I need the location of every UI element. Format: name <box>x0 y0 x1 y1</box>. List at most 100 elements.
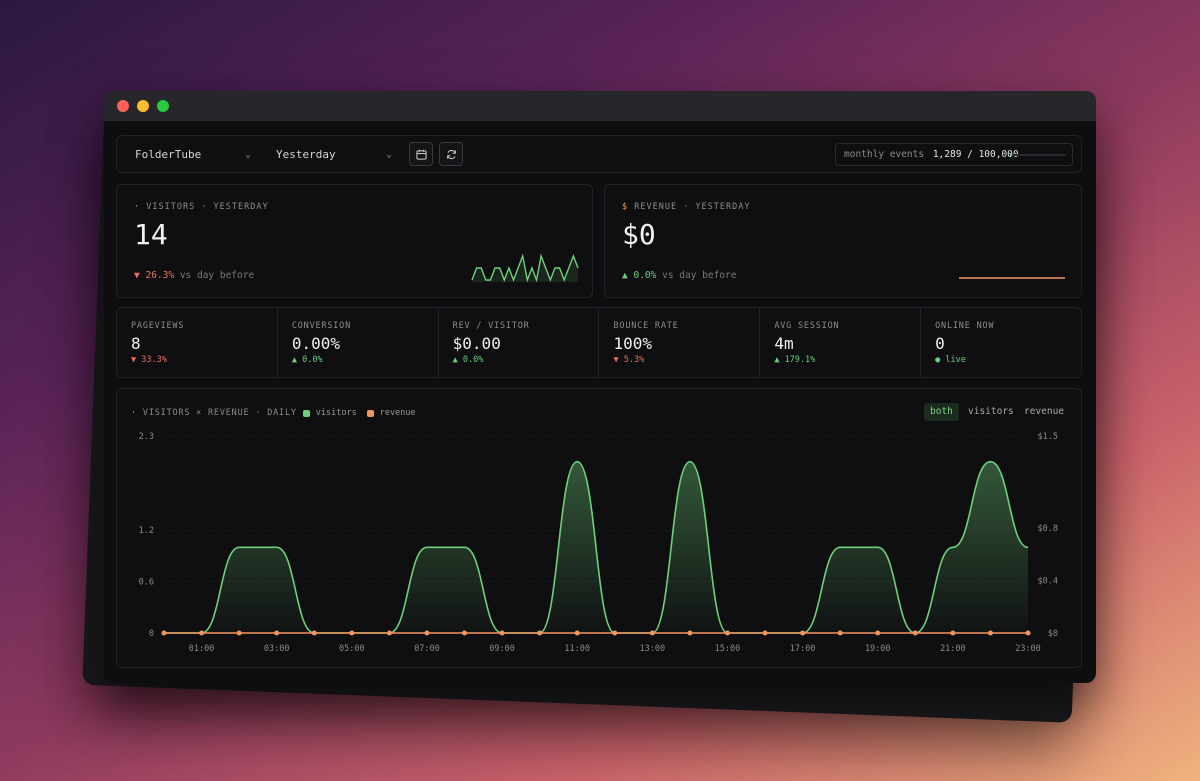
chart-header: · VISITORS × REVENUE · DAILY visitors re… <box>131 408 416 418</box>
metric-delta-value: 0.0% <box>462 355 484 365</box>
chart-panel: · VISITORS × REVENUE · DAILY visitors re… <box>116 388 1082 668</box>
revenue-point <box>574 630 580 636</box>
metric-delta-value: 5.3% <box>623 355 645 365</box>
x-tick-label: 21:00 <box>940 644 966 654</box>
revenue-point <box>274 630 280 636</box>
metric-value: 0 <box>935 334 945 353</box>
live-dot-icon: ● <box>935 355 946 365</box>
revenue-point <box>236 630 242 636</box>
x-tick-label: 19:00 <box>865 644 891 654</box>
toggle-visitors[interactable]: visitors <box>968 406 1014 417</box>
revenue-point <box>424 630 430 636</box>
revenue-point <box>386 630 392 636</box>
metric-bounce-rate: BOUNCE RATE 100% ▼ 5.3% <box>599 308 761 377</box>
revenue-point <box>875 630 881 636</box>
bullet-icon: · <box>131 408 137 418</box>
x-tick-label: 13:00 <box>640 644 666 654</box>
legend-visitors-swatch <box>302 409 310 417</box>
quota-value: 1,289 / 100,000 <box>932 149 1019 160</box>
sparkline-line <box>471 253 579 283</box>
x-tick-label: 23:00 <box>1015 644 1041 654</box>
project-select[interactable]: FolderTube ⌄ <box>123 142 261 168</box>
date-range-select[interactable]: Yesterday ⌄ <box>264 142 402 168</box>
minimize-window-button[interactable] <box>137 100 149 112</box>
triangle-up-icon: ▲ <box>452 355 463 365</box>
visitors-delta-value: 26.3% <box>145 270 175 281</box>
metric-label: CONVERSION <box>291 321 352 331</box>
app-window: FolderTube ⌄ Yesterday ⌄ monthly eve <box>104 91 1096 683</box>
revenue-point <box>199 630 205 636</box>
toggle-both[interactable]: both <box>924 403 959 421</box>
visitors-revenue-chart: 0 0.6 1.2 2.3 $0 $0.4 $0.8 $1.5 01:00 03:00 05:00 0… <box>139 432 1058 654</box>
revenue-point <box>762 630 768 636</box>
metric-label: BOUNCE RATE <box>613 321 679 331</box>
dollar-icon: $ <box>622 202 629 212</box>
toggle-revenue[interactable]: revenue <box>1024 406 1065 417</box>
metric-rev-per-visitor: REV / VISITOR $0.00 ▲ 0.0% <box>439 308 600 377</box>
metric-value: $0.00 <box>452 334 501 353</box>
revenue-point <box>837 630 843 636</box>
x-tick-label: 17:00 <box>790 644 816 654</box>
calendar-icon <box>415 149 427 160</box>
metric-delta-value: live <box>945 355 966 365</box>
x-tick-label: 07:00 <box>414 644 440 654</box>
metric-delta-value: 33.3% <box>141 355 167 365</box>
chevron-down-icon: ⌄ <box>244 149 251 160</box>
x-tick-label: 09:00 <box>489 644 515 654</box>
x-tick-label: 01:00 <box>189 644 215 654</box>
quota-label: monthly events <box>844 149 925 160</box>
metric-delta: ● live <box>935 355 966 365</box>
metric-label: REV / VISITOR <box>452 321 530 331</box>
metric-delta: ▲ 0.0% <box>453 355 484 365</box>
chevron-down-icon: ⌄ <box>385 149 392 160</box>
triangle-up-icon: ▲ <box>622 270 628 281</box>
revenue-delta-value: 0.0% <box>633 270 657 281</box>
refresh-button[interactable] <box>439 142 463 166</box>
revenue-point <box>724 630 730 636</box>
y-right-tick-label: $0.4 <box>1038 576 1058 586</box>
y-left-tick-label: 1.2 <box>139 526 154 536</box>
y-right-tick-label: $0.8 <box>1038 524 1058 534</box>
metric-conversion: CONVERSION 0.00% ▲ 0.0% <box>278 308 439 377</box>
metric-online-now: ONLINE NOW 0 ● live <box>921 308 1081 377</box>
revenue-point <box>311 630 317 636</box>
metric-label: AVG SESSION <box>774 321 840 331</box>
metric-label: PAGEVIEWS <box>131 321 185 331</box>
visitors-label-text: VISITORS · YESTERDAY <box>146 202 269 212</box>
quota-bar-fill <box>1010 154 1012 156</box>
metric-pageviews: PAGEVIEWS 8 ▼ 33.3% <box>117 308 278 377</box>
y-left-tick-label: 0 <box>149 629 154 639</box>
quota-bar <box>1010 154 1066 156</box>
visitors-delta: ▼ 26.3% vs day before <box>134 270 254 281</box>
revenue-point <box>987 630 993 636</box>
legend-visitors-label: visitors <box>315 408 357 418</box>
x-tick-label: 15:00 <box>715 644 741 654</box>
y-left-tick-label: 2.3 <box>139 432 154 442</box>
revenue-value: $0 <box>622 218 656 251</box>
metric-delta: ▼ 33.3% <box>131 355 167 365</box>
visitors-sparkline <box>471 253 579 283</box>
bullet-icon: · <box>134 202 141 212</box>
revenue-delta-suffix: vs day before <box>662 270 737 281</box>
project-select-value: FolderTube <box>135 148 202 161</box>
maximize-window-button[interactable] <box>157 100 169 112</box>
revenue-delta: ▲ 0.0% vs day before <box>622 270 736 281</box>
x-tick-label: 05:00 <box>339 644 365 654</box>
visitors-delta-suffix: vs day before <box>179 270 255 281</box>
metric-value: 8 <box>131 334 141 353</box>
calendar-button[interactable] <box>409 142 433 166</box>
chart-title: VISITORS × REVENUE · DAILY <box>142 408 297 418</box>
triangle-up-icon: ▲ <box>774 355 785 365</box>
revenue-card-label: $ REVENUE · YESTERDAY <box>622 202 750 212</box>
metric-label: ONLINE NOW <box>935 321 995 331</box>
metrics-strip: PAGEVIEWS 8 ▼ 33.3% CONVERSION 0.00% ▲ 0… <box>116 307 1082 378</box>
revenue-card: $ REVENUE · YESTERDAY $0 ▲ 0.0% vs day b… <box>604 184 1082 298</box>
refresh-icon <box>446 149 456 159</box>
revenue-sparkline <box>959 277 1065 279</box>
revenue-point <box>462 630 468 636</box>
revenue-point <box>612 630 618 636</box>
close-window-button[interactable] <box>117 100 129 112</box>
y-right-tick-label: $1.5 <box>1038 432 1058 442</box>
visitors-card-label: · VISITORS · YESTERDAY <box>134 202 269 212</box>
metric-delta: ▲ 179.1% <box>774 355 815 365</box>
